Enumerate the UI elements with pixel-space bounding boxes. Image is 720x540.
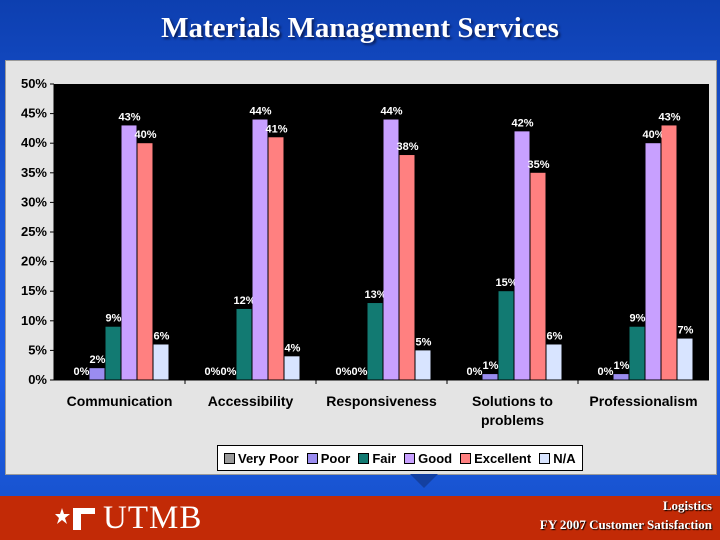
category-label: Accessibility <box>208 393 294 409</box>
y-tick-label: 20% <box>21 254 47 269</box>
data-label: 0% <box>598 366 614 378</box>
category-label: Responsiveness <box>326 393 437 409</box>
bar-excellent <box>661 125 677 380</box>
bar-fair <box>629 326 645 380</box>
footer-department: Logistics <box>662 498 712 513</box>
bar-n-a <box>415 350 431 380</box>
utmb-logo-text: UTMB <box>103 499 203 536</box>
footer-subtitle: FY 2007 Customer Satisfaction <box>539 517 712 532</box>
data-label: 0% <box>467 366 483 378</box>
bar-excellent <box>137 143 153 380</box>
legend-swatch <box>460 452 472 464</box>
legend-item: Poor <box>306 450 351 466</box>
category-label: problems <box>481 412 544 428</box>
legend-label: N/A <box>553 450 576 466</box>
y-tick-label: 30% <box>21 194 47 209</box>
legend-label: Excellent <box>474 450 532 466</box>
category-label: Communication <box>67 393 173 409</box>
y-tick-label: 25% <box>21 224 47 239</box>
bar-excellent <box>399 155 415 380</box>
legend-item: Excellent <box>460 451 531 466</box>
category-label: Professionalism <box>589 393 697 409</box>
y-tick-label: 35% <box>21 165 47 180</box>
y-tick-label: 10% <box>21 313 47 328</box>
data-label: 5% <box>416 336 432 348</box>
bar-fair <box>105 326 121 380</box>
bar-fair <box>498 291 514 380</box>
data-label: 0% <box>352 366 368 378</box>
data-label: 42% <box>511 117 533 129</box>
legend-label: Good <box>418 450 453 466</box>
legend-swatch <box>539 452 551 464</box>
legend-label: Fair <box>372 450 397 466</box>
legend-item: Very Poor <box>224 451 299 466</box>
data-label: 1% <box>483 360 499 372</box>
legend-item: Fair <box>358 451 396 466</box>
data-label: 7% <box>678 325 694 337</box>
legend-item: Good <box>404 451 452 466</box>
bar-poor <box>89 368 105 380</box>
legend-swatch <box>224 452 235 464</box>
data-label: 40% <box>642 129 664 141</box>
y-tick-label: 5% <box>28 342 47 357</box>
bar-excellent <box>530 172 546 380</box>
slide-title: Materials Management Services <box>161 12 559 44</box>
bar-excellent <box>268 137 284 380</box>
legend-label: Very Poor <box>238 450 299 466</box>
data-label: 38% <box>396 141 418 153</box>
legend-item: N/A <box>539 450 576 466</box>
y-tick-label: 0% <box>28 372 47 387</box>
data-label: 44% <box>249 106 271 118</box>
bar-good <box>121 125 137 380</box>
bar-good <box>252 119 268 380</box>
bar-poor <box>613 374 629 380</box>
bar-good <box>383 119 399 380</box>
data-label: 43% <box>658 111 680 123</box>
y-tick-label: 45% <box>21 106 47 121</box>
data-label: 6% <box>547 330 563 342</box>
utmb-logo-icon <box>55 508 95 530</box>
data-label: 13% <box>364 289 386 301</box>
footer-bar <box>0 496 720 540</box>
data-label: 35% <box>527 159 549 171</box>
data-label: 41% <box>265 123 287 135</box>
bar-fair <box>367 303 383 380</box>
bar-n-a <box>546 344 562 380</box>
bar-good <box>514 131 530 380</box>
data-label: 44% <box>380 106 402 118</box>
legend-swatch <box>306 452 318 464</box>
data-label: 40% <box>134 129 156 141</box>
bar-good <box>645 143 661 380</box>
bar-n-a <box>153 344 169 380</box>
bar-poor <box>482 374 498 380</box>
legend-label: Poor <box>320 450 351 466</box>
bar-chart: 0%5%10%15%20%25%30%35%40%45%50%0%2%9%43%… <box>21 76 709 428</box>
data-label: 9% <box>630 313 646 325</box>
y-tick-label: 50% <box>21 76 47 91</box>
chart-legend: Very Poor Poor Fair Good Excellent N/A <box>217 445 583 471</box>
data-label: 43% <box>118 111 140 123</box>
data-label: 1% <box>614 360 630 372</box>
utmb-logo: UTMB <box>55 500 202 536</box>
chart-panel: 0% 5% 10% 15% 20% 25% 30% 35% 40% 45% 50% 0% 2% 9% 43%… <box>5 60 717 475</box>
bar-n-a <box>284 356 300 380</box>
bar-fair <box>236 308 252 380</box>
data-label: 6% <box>154 330 170 342</box>
y-tick-label: 15% <box>21 283 47 298</box>
data-label: 0% <box>74 366 90 378</box>
footer-notch <box>410 474 438 488</box>
y-tick-label: 40% <box>21 135 47 150</box>
data-label: 2% <box>90 354 106 366</box>
data-label: 0% <box>205 366 221 378</box>
legend-swatch <box>358 452 370 464</box>
data-label: 12% <box>233 295 255 307</box>
data-label: 0% <box>336 366 352 378</box>
legend-swatch <box>404 452 416 464</box>
data-label: 4% <box>285 342 301 354</box>
data-label: 15% <box>495 277 517 289</box>
category-label: Solutions to <box>472 393 553 409</box>
bar-n-a <box>677 338 693 380</box>
data-label: 9% <box>106 313 122 325</box>
data-label: 0% <box>221 366 237 378</box>
